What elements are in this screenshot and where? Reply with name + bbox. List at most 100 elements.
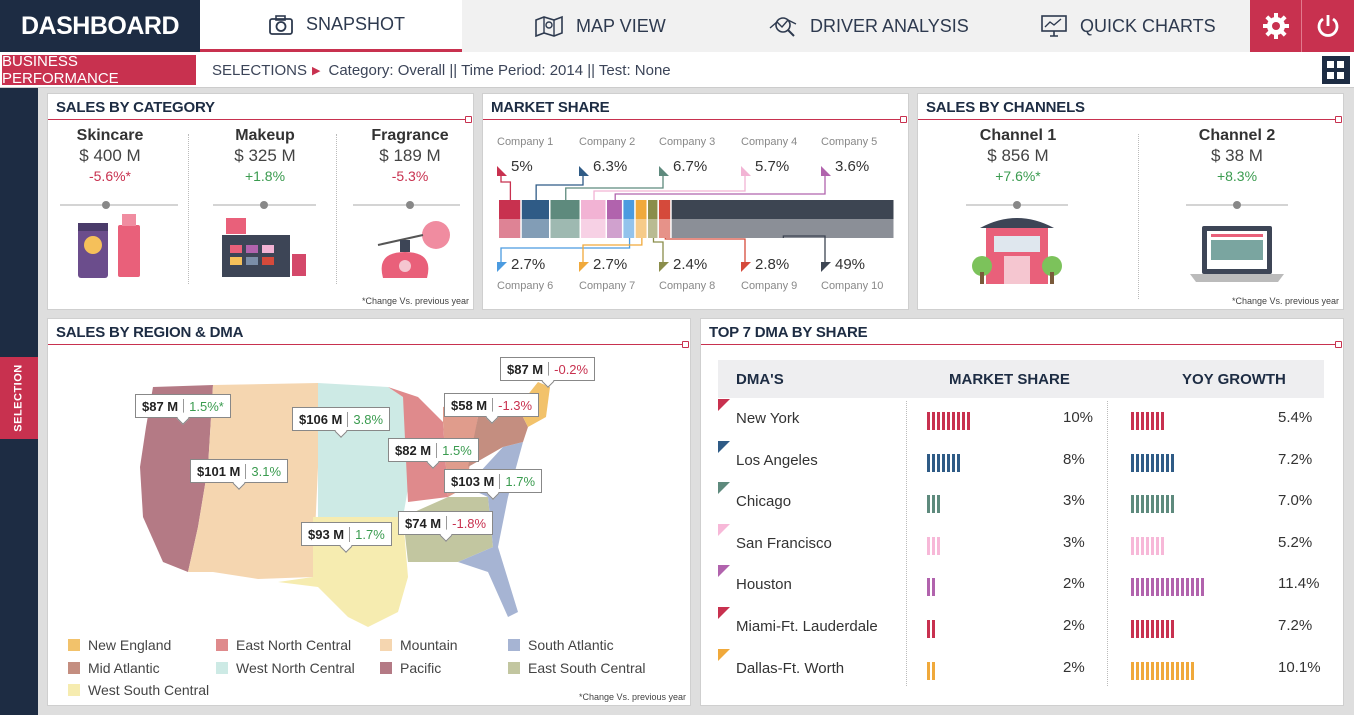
tab-quick-charts[interactable]: QUICK CHARTS <box>984 0 1249 52</box>
tab-map-view[interactable]: MAP VIEW <box>462 0 722 52</box>
company-share: 2.4% <box>673 256 708 273</box>
legend-item[interactable]: Mid Atlantic <box>68 660 160 676</box>
legend-item[interactable]: South Atlantic <box>508 637 614 653</box>
category-makeup[interactable]: Makeup $ 325 M +1.8% <box>205 127 325 184</box>
dma-market-share: 2% <box>1063 658 1085 676</box>
legend-swatch <box>68 639 80 651</box>
grid-view-button[interactable] <box>1322 56 1350 84</box>
category-skincare[interactable]: Skincare $ 400 M -5.6%* <box>50 127 170 184</box>
panel-title: SALES BY CATEGORY <box>56 99 215 116</box>
gear-icon <box>1262 13 1289 39</box>
channel-1[interactable]: Channel 1 $ 856 M +7.6%* <box>958 127 1078 184</box>
business-performance-button[interactable]: BUSINESS PERFORMANCE <box>2 53 196 87</box>
legend-label: East South Central <box>528 660 646 676</box>
legend-item[interactable]: East South Central <box>508 660 646 676</box>
camera-icon <box>269 14 293 35</box>
selection-panel-toggle[interactable]: SELECTION <box>0 357 38 439</box>
dma-market-share: 8% <box>1063 450 1085 468</box>
table-row[interactable]: Houston 2% 11.4% <box>718 565 1324 606</box>
callout-change: 1.5% <box>442 442 472 458</box>
region-callout[interactable]: $87 M -0.2% <box>500 357 596 381</box>
selection-tab-label: SELECTION <box>13 364 26 432</box>
table-row[interactable]: San Francisco 3% 5.2% <box>718 523 1324 565</box>
market-share-segment[interactable] <box>521 200 549 219</box>
legend-swatch <box>216 639 228 651</box>
dashboard-title[interactable]: DASHBOARD <box>0 0 200 52</box>
channel-2[interactable]: Channel 2 $ 38 M +8.3% <box>1177 127 1297 184</box>
power-button[interactable] <box>1302 0 1354 52</box>
region-callout[interactable]: $106 M 3.8% <box>292 407 391 431</box>
legend-item[interactable]: East North Central <box>216 637 351 653</box>
market-share-segment[interactable] <box>658 200 671 219</box>
company-flag-icon <box>579 166 589 176</box>
company-name: Company 8 <box>659 280 716 292</box>
company-share: 6.7% <box>673 158 708 175</box>
legend-item[interactable]: Pacific <box>380 660 441 676</box>
region-callout[interactable]: $101 M 3.1% <box>190 459 289 483</box>
company-name: Company 10 <box>821 280 884 292</box>
yoy-growth-bar <box>1131 495 1174 514</box>
market-share-bar <box>927 661 935 680</box>
company-share: 2.8% <box>755 256 790 273</box>
us-region-map[interactable] <box>48 347 690 647</box>
company-name: Company 1 <box>497 136 554 148</box>
market-share-segment[interactable] <box>648 200 658 219</box>
settings-button[interactable] <box>1250 0 1302 52</box>
category-illustrations <box>60 201 460 278</box>
company-name: Company 7 <box>579 280 636 292</box>
table-row[interactable]: Chicago 3% 7.0% <box>718 482 1324 523</box>
company-flag-icon <box>821 166 831 176</box>
legend-item[interactable]: Mountain <box>380 637 458 653</box>
map-region-pacific <box>140 385 213 572</box>
dma-yoy-growth: 11.4% <box>1278 575 1320 593</box>
category-fragrance[interactable]: Fragrance $ 189 M -5.3% <box>350 127 470 184</box>
grid-icon <box>1327 61 1334 68</box>
company-flag-icon <box>821 262 831 272</box>
market-share-segment[interactable] <box>581 200 606 219</box>
region-callout[interactable]: $103 M 1.7% <box>444 469 543 493</box>
table-row[interactable]: Dallas-Ft. Worth 2% 10.1% <box>718 648 1324 690</box>
region-callout[interactable]: $58 M -1.3% <box>444 393 540 417</box>
region-callout[interactable]: $93 M 1.7% <box>301 522 392 546</box>
region-callout[interactable]: $74 M -1.8% <box>398 511 494 535</box>
legend-swatch <box>508 639 520 651</box>
region-callout[interactable]: $87 M 1.5%* <box>135 394 231 418</box>
yoy-growth-bar <box>1131 536 1164 555</box>
market-share-segment[interactable] <box>499 200 521 219</box>
dma-market-share: 3% <box>1063 533 1085 551</box>
market-share-segment-shade <box>607 219 622 238</box>
tab-snapshot[interactable]: SNAPSHOT <box>200 0 462 52</box>
channel-change: +8.3% <box>1216 168 1258 184</box>
table-row[interactable]: Miami-Ft. Lauderdale 2% 7.2% <box>718 607 1324 648</box>
selections-summary: SELECTIONS ▶ Category: Overall || Time P… <box>212 52 671 88</box>
market-share-segment[interactable] <box>671 200 894 219</box>
tab-driver-analysis[interactable]: DRIVER ANALYSIS <box>722 0 984 52</box>
market-share-segment[interactable] <box>550 200 580 219</box>
table-row[interactable]: New York 10% 5.4% <box>718 399 1324 440</box>
region-callout[interactable]: $82 M 1.5% <box>388 438 479 462</box>
panel-divider <box>48 116 472 123</box>
power-icon <box>1317 15 1339 37</box>
callout-change: 1.7% <box>355 526 385 542</box>
legend-item[interactable]: West North Central <box>216 660 355 676</box>
legend-item[interactable]: New England <box>68 637 171 653</box>
market-share-bar <box>927 495 940 514</box>
callout-change: -1.3% <box>498 397 533 413</box>
market-share-bar <box>927 412 970 430</box>
market-share-segment[interactable] <box>623 200 635 219</box>
market-share-segment[interactable] <box>607 200 622 219</box>
channel-illustrations <box>966 201 1288 284</box>
legend-label: West South Central <box>88 682 210 698</box>
legend-item[interactable]: West South Central <box>68 682 209 698</box>
market-share-segment-shade <box>658 219 671 238</box>
table-row[interactable]: Los Angeles 8% 7.2% <box>718 440 1324 482</box>
market-share-segment[interactable] <box>635 200 647 219</box>
sub-header: BUSINESS PERFORMANCE SELECTIONS ▶ Catego… <box>0 52 1354 88</box>
tab-driver-analysis-label: DRIVER ANALYSIS <box>810 15 969 36</box>
caret-right-icon: ▶ <box>312 64 321 77</box>
company-leader-line <box>500 238 631 262</box>
callout-value: $93 M <box>308 526 351 542</box>
yoy-growth-bar <box>1131 578 1204 597</box>
company-name: Company 9 <box>741 280 798 292</box>
category-value: $ 325 M <box>234 146 296 165</box>
